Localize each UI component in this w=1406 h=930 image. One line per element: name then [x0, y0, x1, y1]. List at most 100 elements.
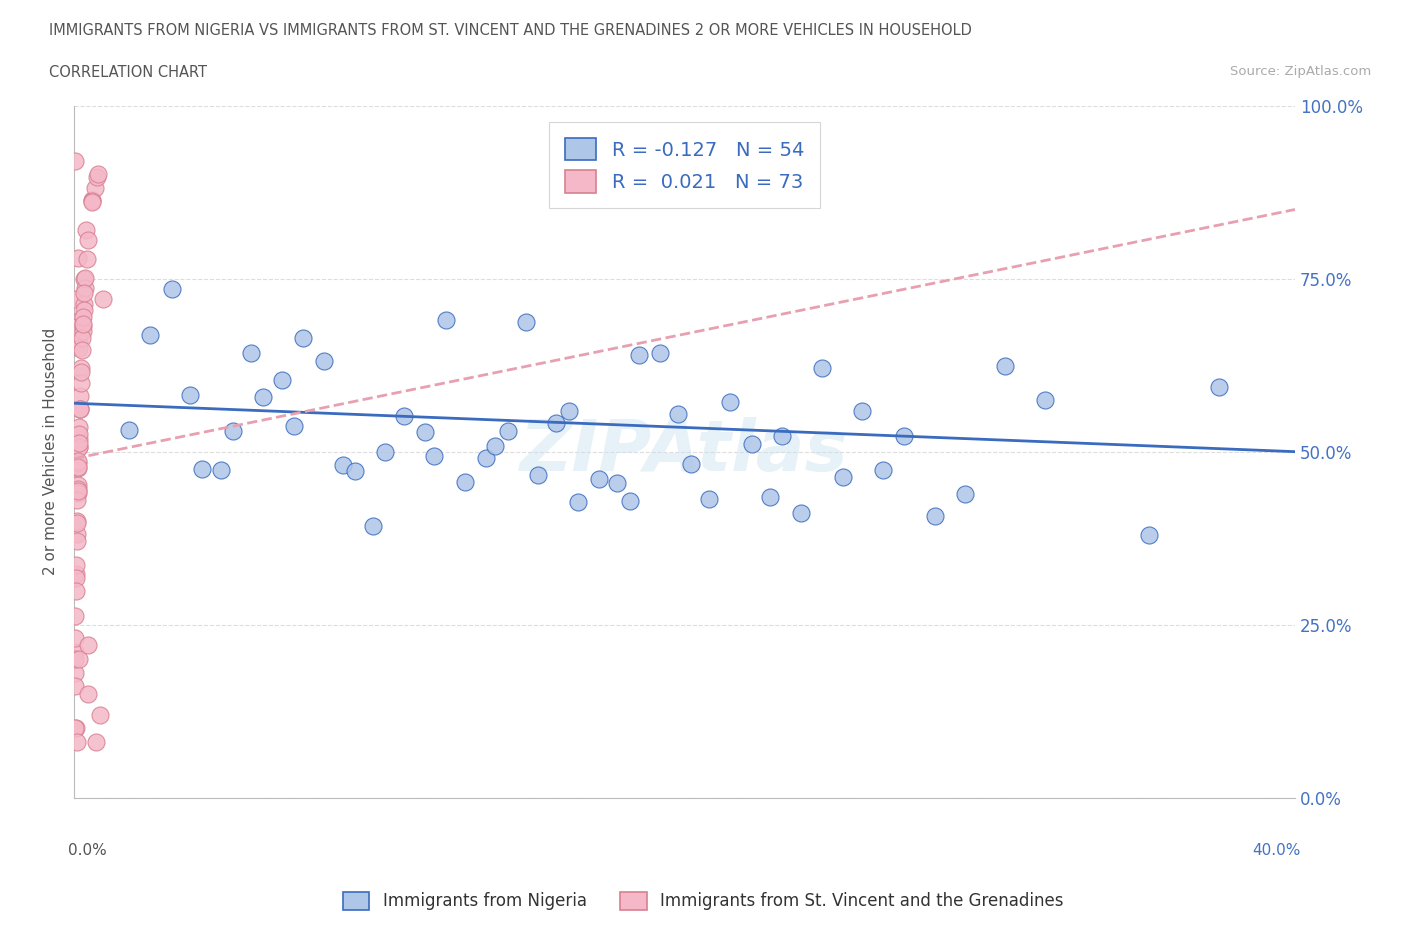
- Point: [361, 519, 384, 534]
- Point: [72, 302, 94, 317]
- Point: [475, 450, 498, 465]
- Point: [314, 354, 336, 369]
- Point: [66, 482, 89, 497]
- Point: [67, 419, 90, 434]
- Point: [66, 492, 89, 507]
- Point: [179, 388, 201, 403]
- Point: [63, 609, 86, 624]
- Point: [63, 721, 86, 736]
- Point: [392, 408, 415, 423]
- Point: [75, 223, 97, 238]
- Point: [67, 459, 90, 474]
- Point: [65, 320, 87, 335]
- Point: [72, 310, 94, 325]
- Point: [72, 324, 94, 339]
- Point: [67, 453, 90, 468]
- Point: [86, 169, 108, 184]
- Point: [1208, 379, 1230, 394]
- Point: [240, 345, 263, 360]
- Point: [118, 422, 141, 437]
- Point: [496, 424, 519, 439]
- Point: [67, 334, 90, 349]
- Point: [89, 707, 111, 722]
- Point: [994, 358, 1017, 373]
- Point: [67, 652, 90, 667]
- Point: [650, 345, 672, 360]
- Point: [87, 166, 110, 181]
- Point: [82, 193, 104, 208]
- Text: CORRELATION CHART: CORRELATION CHART: [49, 65, 207, 80]
- Point: [770, 428, 793, 443]
- Point: [63, 292, 86, 307]
- Point: [222, 423, 245, 438]
- Text: 40.0%: 40.0%: [1253, 843, 1301, 857]
- Point: [65, 533, 87, 548]
- Point: [588, 472, 610, 486]
- Point: [84, 735, 107, 750]
- Point: [63, 631, 86, 645]
- Point: [252, 390, 274, 405]
- Point: [343, 463, 366, 478]
- Point: [872, 462, 894, 477]
- Text: IMMIGRANTS FROM NIGERIA VS IMMIGRANTS FROM ST. VINCENT AND THE GRENADINES 2 OR M: IMMIGRANTS FROM NIGERIA VS IMMIGRANTS FR…: [49, 23, 972, 38]
- Legend: Immigrants from Nigeria, Immigrants from St. Vincent and the Grenadines: Immigrants from Nigeria, Immigrants from…: [336, 885, 1070, 917]
- Point: [515, 314, 537, 329]
- Point: [70, 361, 93, 376]
- Point: [436, 312, 458, 327]
- Point: [65, 557, 87, 572]
- Point: [67, 456, 90, 471]
- Point: [697, 491, 720, 506]
- Point: [65, 571, 87, 586]
- Point: [832, 470, 855, 485]
- Point: [924, 509, 946, 524]
- Point: [1137, 527, 1160, 542]
- Point: [66, 735, 89, 750]
- Point: [67, 340, 90, 355]
- Point: [70, 365, 93, 379]
- Point: [77, 686, 100, 701]
- Point: [82, 193, 104, 207]
- Text: Source: ZipAtlas.com: Source: ZipAtlas.com: [1230, 65, 1371, 78]
- Point: [374, 445, 396, 459]
- Point: [73, 286, 96, 300]
- Point: [160, 282, 183, 297]
- Point: [63, 153, 86, 168]
- Text: 0.0%: 0.0%: [67, 843, 107, 857]
- Point: [811, 361, 834, 376]
- Point: [1033, 392, 1056, 407]
- Point: [619, 494, 641, 509]
- Point: [851, 404, 873, 418]
- Point: [606, 475, 628, 490]
- Y-axis label: 2 or more Vehicles in Household: 2 or more Vehicles in Household: [44, 328, 58, 576]
- Point: [191, 461, 214, 476]
- Point: [66, 484, 89, 498]
- Point: [65, 721, 87, 736]
- Point: [209, 462, 232, 477]
- Point: [73, 280, 96, 295]
- Point: [77, 232, 100, 247]
- Point: [67, 250, 90, 265]
- Point: [63, 651, 86, 666]
- Point: [627, 347, 650, 362]
- Point: [454, 474, 477, 489]
- Point: [72, 316, 94, 331]
- Point: [69, 401, 91, 416]
- Point: [65, 584, 87, 599]
- Legend: R = -0.127   N = 54, R =  0.021   N = 73: R = -0.127 N = 54, R = 0.021 N = 73: [550, 123, 820, 208]
- Point: [893, 429, 915, 444]
- Point: [76, 251, 98, 266]
- Point: [557, 404, 579, 418]
- Point: [741, 436, 763, 451]
- Point: [668, 406, 690, 421]
- Text: ZIPAtlas: ZIPAtlas: [520, 418, 849, 486]
- Point: [139, 327, 162, 342]
- Point: [69, 402, 91, 417]
- Point: [679, 457, 702, 472]
- Point: [67, 426, 90, 441]
- Point: [283, 418, 305, 433]
- Point: [66, 485, 89, 500]
- Point: [292, 330, 315, 345]
- Point: [77, 638, 100, 653]
- Point: [82, 194, 104, 209]
- Point: [91, 292, 114, 307]
